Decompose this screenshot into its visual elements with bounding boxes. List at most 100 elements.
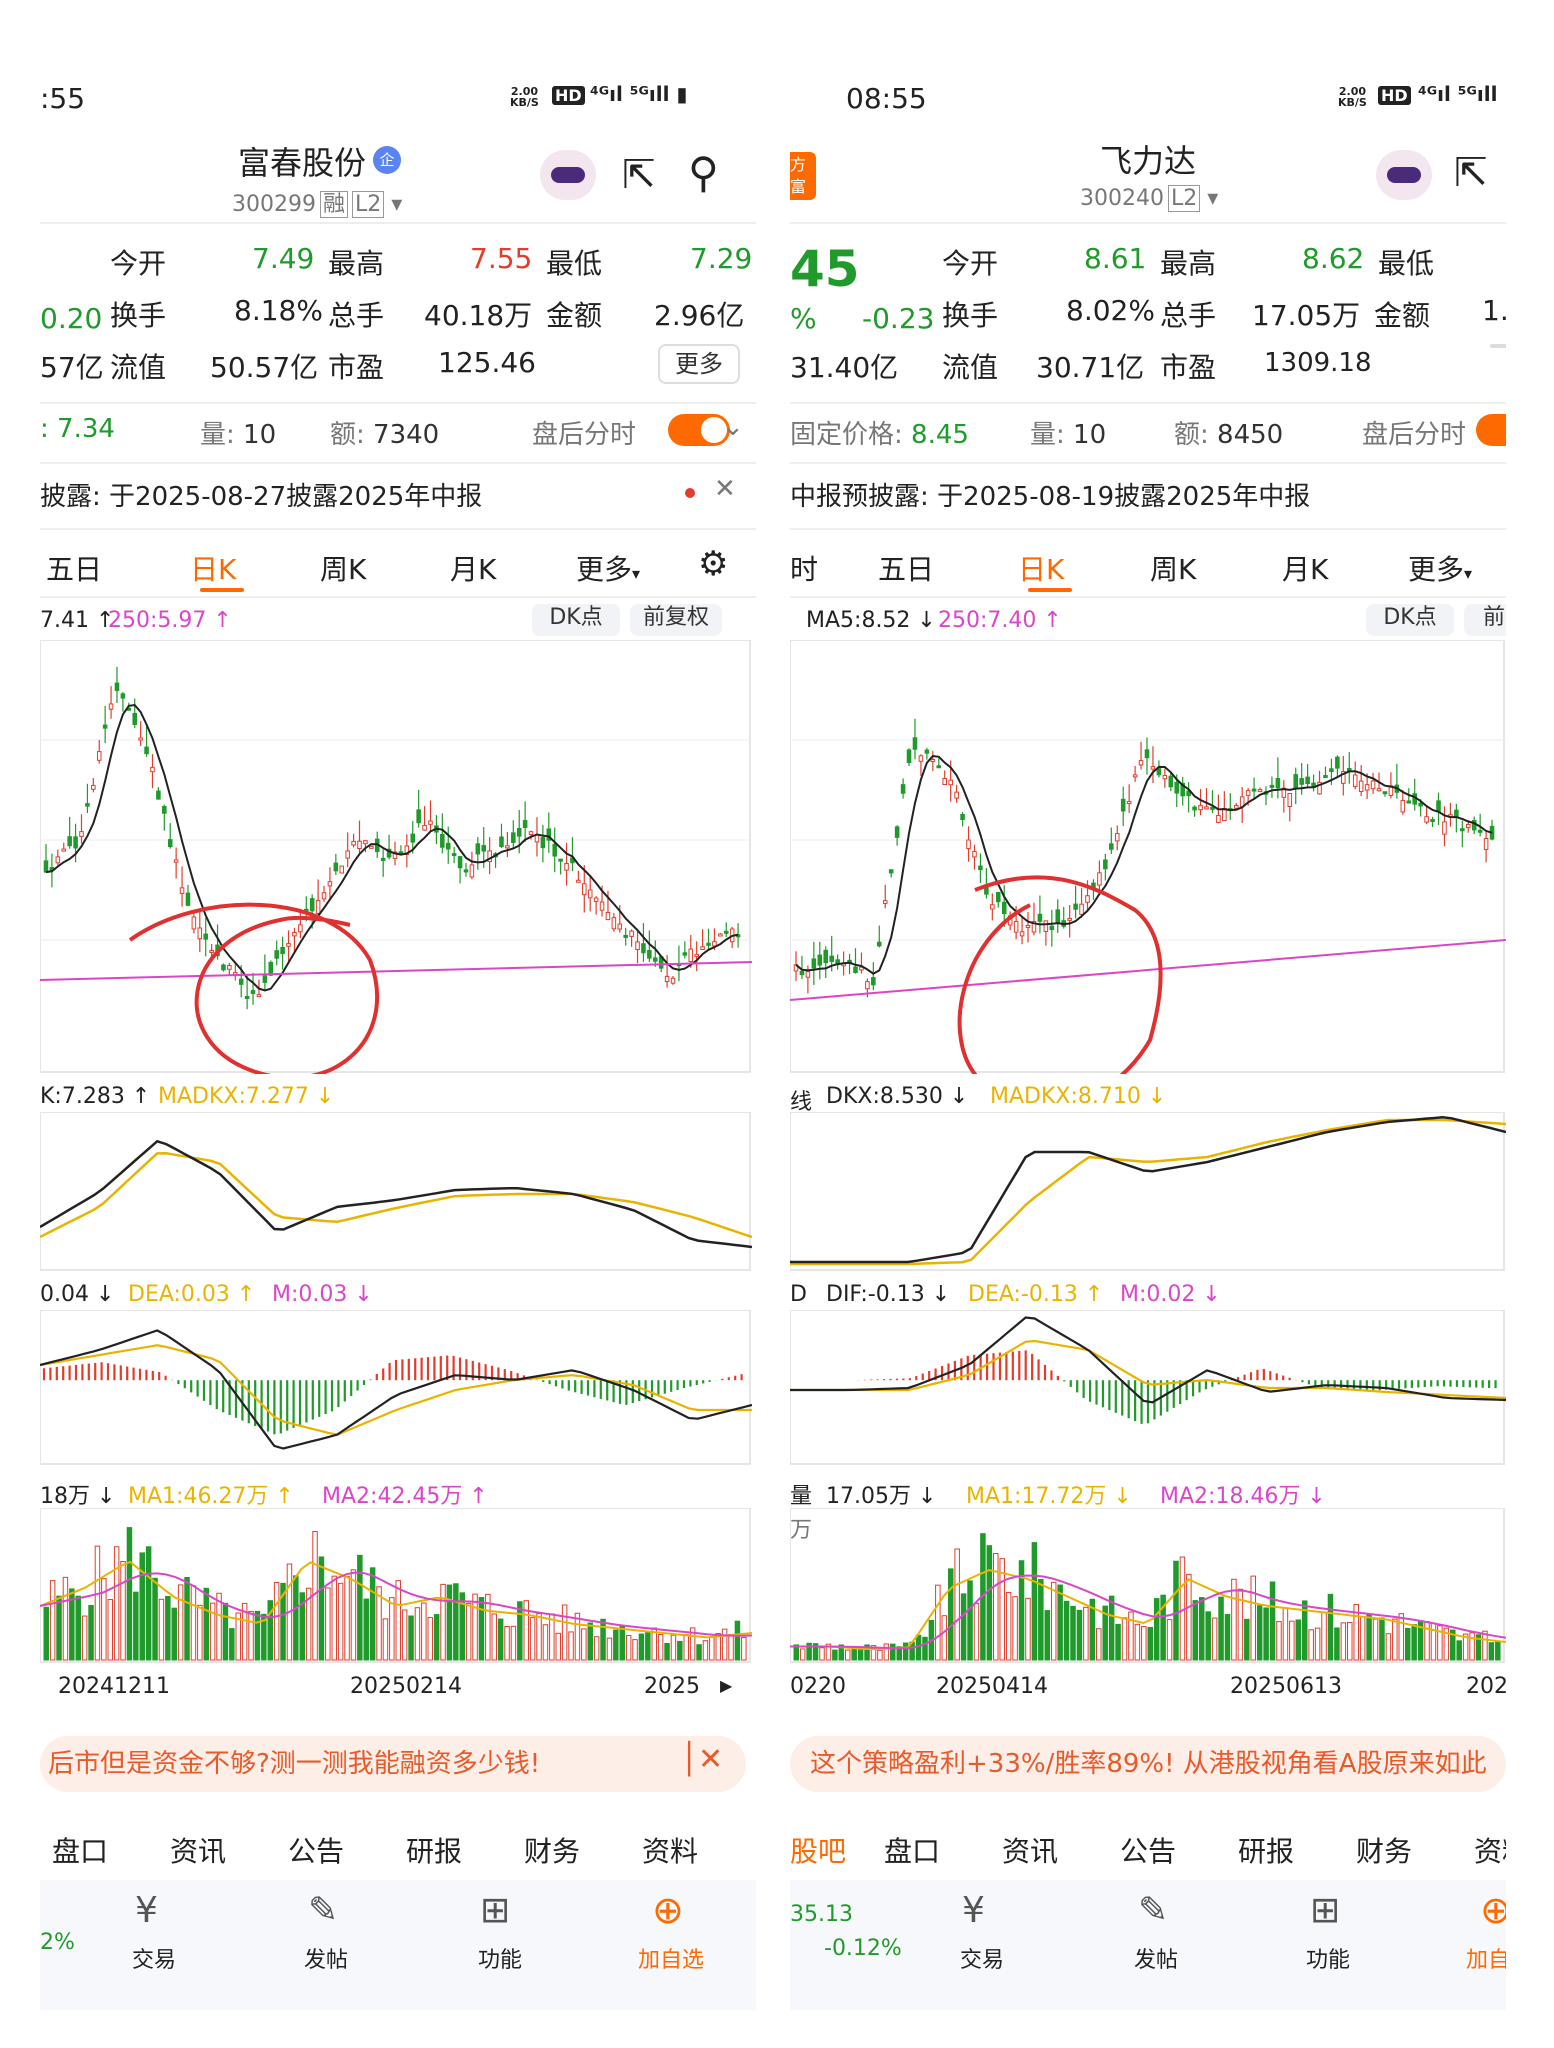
tab-intraday[interactable]: 时 — [790, 553, 819, 586]
candle — [635, 941, 640, 950]
volume-bar — [1018, 1560, 1025, 1661]
main-line — [40, 1139, 752, 1249]
tab-more[interactable]: 更多▾ — [1408, 553, 1473, 586]
app-logo[interactable]: 方富 — [790, 152, 816, 200]
net-speed: 2.00 KB/S — [510, 85, 539, 109]
tab-weekly-k[interactable]: 周K — [1150, 553, 1197, 586]
more-button[interactable]: 更多 — [658, 344, 740, 384]
tab-monthly-k[interactable]: 月K — [1282, 553, 1329, 586]
volume-bar — [625, 1635, 632, 1661]
volume-bar — [844, 1649, 851, 1661]
candle — [333, 862, 339, 872]
candle — [593, 897, 599, 902]
volume-bar — [203, 1587, 209, 1661]
ma250-line — [790, 939, 1506, 1001]
function-grid-icon[interactable]: ⊞ — [480, 1890, 511, 1931]
volume-bar — [1314, 1627, 1321, 1661]
candle — [900, 784, 906, 794]
volume-bar — [555, 1632, 561, 1661]
dk-point-button[interactable]: DK点 — [1366, 604, 1454, 636]
bottom-tab[interactable]: 公告 — [288, 1835, 345, 1868]
assistant-avatar-icon[interactable] — [1376, 150, 1432, 200]
tab-daily-k[interactable]: 日K — [190, 553, 237, 586]
candle — [990, 904, 995, 910]
dea-readout: DEA:0.03 ↑ — [128, 1282, 256, 1307]
bottom-tab[interactable]: 研报 — [406, 1835, 463, 1868]
chevron-down-icon[interactable]: ⌄ — [722, 412, 744, 442]
function-grid-icon[interactable]: ⊞ — [1310, 1890, 1341, 1931]
notice-bar[interactable]: 中报预披露: 于2025-08-19披露2025年中报 — [790, 482, 1311, 512]
play-right-icon[interactable]: ▶ — [720, 1676, 733, 1695]
share-icon[interactable]: ⇱ — [1454, 150, 1488, 196]
function-button[interactable]: 功能 — [1306, 1948, 1351, 1973]
volume-bar — [960, 1593, 967, 1661]
chart-frame — [790, 1310, 1505, 1465]
post-icon[interactable]: ✎ — [1138, 1890, 1169, 1931]
volume-bar — [568, 1631, 574, 1661]
notice-bar[interactable]: 披露: 于2025-08-27披露2025年中报 — [40, 482, 483, 512]
status-time: 08:55 — [846, 82, 927, 115]
bottom-tab[interactable]: 资料 — [1474, 1835, 1506, 1868]
add-icon[interactable]: ⊕ — [652, 1888, 684, 1932]
vol-axis-label: 万 — [790, 1518, 813, 1543]
bottom-tab[interactable]: 资讯 — [1002, 1835, 1059, 1868]
assistant-avatar-icon[interactable] — [540, 150, 596, 200]
bottom-tab[interactable]: 资料 — [642, 1835, 699, 1868]
kline-chart[interactable] — [790, 640, 1506, 1074]
add-icon[interactable]: ⊕ — [1480, 1888, 1506, 1932]
after-hours-amt: 额: 8450 — [1174, 420, 1284, 450]
bottom-tab[interactable]: 研报 — [1238, 1835, 1295, 1868]
bottom-tab[interactable]: 资讯 — [170, 1835, 227, 1868]
tab-five-day[interactable]: 五日 — [46, 553, 103, 586]
tab-weekly-k[interactable]: 周K — [320, 553, 367, 586]
trade-icon[interactable]: ¥ — [962, 1890, 985, 1931]
dk-point-button[interactable]: DK点 — [532, 604, 620, 636]
bottom-tab[interactable]: 盘口 — [884, 1835, 941, 1868]
candle — [1424, 816, 1429, 823]
after-hours-toggle[interactable] — [668, 414, 730, 446]
dkx-readout: DKX:8.530 ↓ — [826, 1084, 969, 1109]
bottom-tab[interactable]: 财务 — [524, 1835, 581, 1868]
volume-bar — [890, 1643, 896, 1661]
kline-chart[interactable] — [40, 640, 752, 1074]
promo-banner[interactable]: 这个策略盈利+33%/胜率89%! 从港股视角看A股原来如此 — [790, 1736, 1506, 1792]
candle — [623, 934, 628, 938]
candle — [664, 975, 670, 982]
volume-bar — [465, 1602, 472, 1661]
settings-gear-icon[interactable]: ⚙ — [698, 544, 729, 584]
trade-button[interactable]: 交易 — [132, 1948, 177, 1973]
post-icon[interactable]: ✎ — [308, 1890, 339, 1931]
tab-monthly-k[interactable]: 月K — [450, 553, 497, 586]
close-icon[interactable]: ✕ — [714, 474, 736, 504]
volume-bar — [1211, 1617, 1218, 1661]
candle — [298, 924, 303, 933]
tab-more[interactable]: 更多▾ — [576, 553, 641, 586]
candle — [871, 977, 876, 986]
close-banner-icon[interactable]: │✕ — [680, 1742, 724, 1777]
trade-button[interactable]: 交易 — [960, 1948, 1005, 1973]
share-icon[interactable]: ⇱ — [622, 152, 656, 198]
after-hours-toggle[interactable] — [1476, 414, 1506, 446]
function-button[interactable]: 功能 — [478, 1948, 523, 1973]
tab-daily-k[interactable]: 日K — [1018, 553, 1065, 586]
volume-bar — [819, 1647, 825, 1661]
vol-ma2-readout: MA2:42.45万 ↑ — [322, 1484, 488, 1509]
bottom-tab[interactable]: 公告 — [1120, 1835, 1177, 1868]
add-watchlist-button[interactable]: 加自选 — [638, 1948, 705, 1973]
add-watchlist-button[interactable]: 加自 — [1466, 1948, 1506, 1973]
more-button[interactable] — [1490, 344, 1506, 348]
forward-adjust-button[interactable]: 前复权 — [630, 604, 722, 636]
promo-banner[interactable]: 后市但是资金不够?测一测我能融资多少钱! — [40, 1736, 746, 1792]
bottom-tab[interactable]: 盘口 — [52, 1835, 109, 1868]
forward-adjust-button[interactable]: 前 — [1464, 604, 1506, 636]
bottom-tab[interactable]: 股吧 — [790, 1835, 847, 1868]
trade-icon[interactable]: ¥ — [135, 1890, 158, 1931]
tab-five-day[interactable]: 五日 — [878, 553, 935, 586]
candle — [587, 889, 593, 899]
post-button[interactable]: 发帖 — [1134, 1948, 1179, 1973]
candle — [629, 930, 634, 937]
bottom-tab[interactable]: 财务 — [1356, 1835, 1413, 1868]
search-icon[interactable]: ⚲ — [688, 148, 719, 197]
candle — [475, 843, 481, 855]
post-button[interactable]: 发帖 — [304, 1948, 349, 1973]
